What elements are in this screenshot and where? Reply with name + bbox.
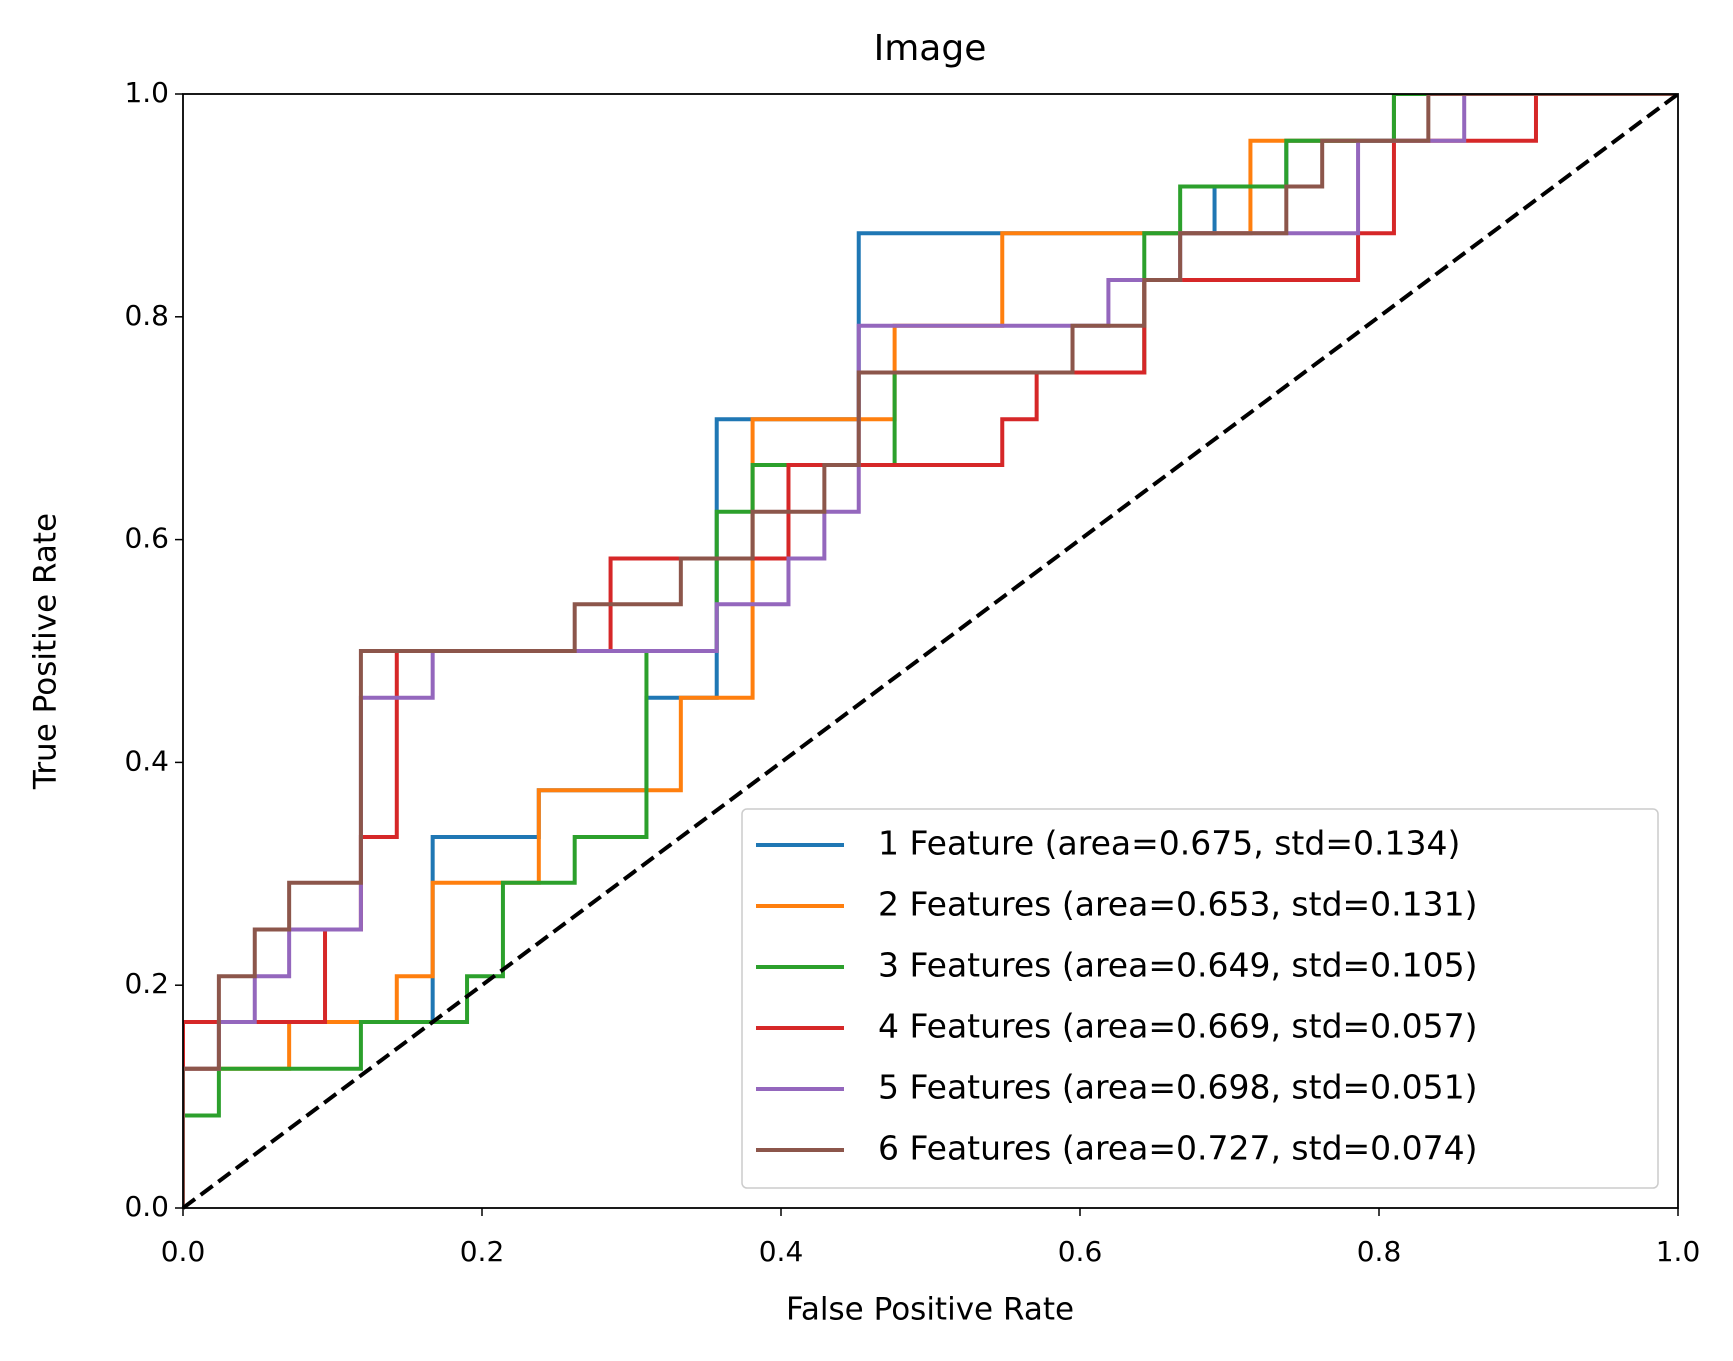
y-tick-label: 0.0 — [124, 1190, 169, 1223]
legend-label: 2 Features (area=0.653, std=0.131) — [878, 885, 1478, 924]
roc-line — [183, 94, 1678, 1208]
y-tick-label: 0.8 — [124, 299, 169, 332]
x-tick-label: 0.8 — [1357, 1235, 1402, 1268]
x-tick-label: 1.0 — [1656, 1235, 1701, 1268]
x-tick-label: 0.0 — [161, 1235, 206, 1268]
x-tick-label: 0.2 — [460, 1235, 505, 1268]
chart-title: Image — [874, 28, 987, 69]
legend-label: 4 Features (area=0.669, std=0.057) — [878, 1007, 1478, 1046]
legend-box — [741, 808, 1659, 1189]
legend-label: 6 Features (area=0.727, std=0.074) — [878, 1129, 1478, 1168]
y-tick-label: 1.0 — [124, 76, 169, 109]
y-tick-label: 0.2 — [124, 967, 169, 1000]
plot-frame — [182, 93, 1679, 1209]
y-tick-label: 0.6 — [124, 522, 169, 555]
y-tick-label: 0.4 — [124, 744, 169, 777]
x-axis-label: False Positive Rate — [786, 1292, 1074, 1328]
reference-line — [181, 92, 1680, 1210]
legend-label: 1 Feature (area=0.675, std=0.134) — [878, 824, 1460, 863]
legend-label: 3 Features (area=0.649, std=0.105) — [878, 946, 1478, 985]
legend-label: 5 Features (area=0.698, std=0.051) — [878, 1068, 1478, 1107]
x-tick-label: 0.6 — [1058, 1235, 1103, 1268]
x-tick-label: 0.4 — [759, 1235, 804, 1268]
y-axis-label: True Positive Rate — [28, 513, 64, 790]
